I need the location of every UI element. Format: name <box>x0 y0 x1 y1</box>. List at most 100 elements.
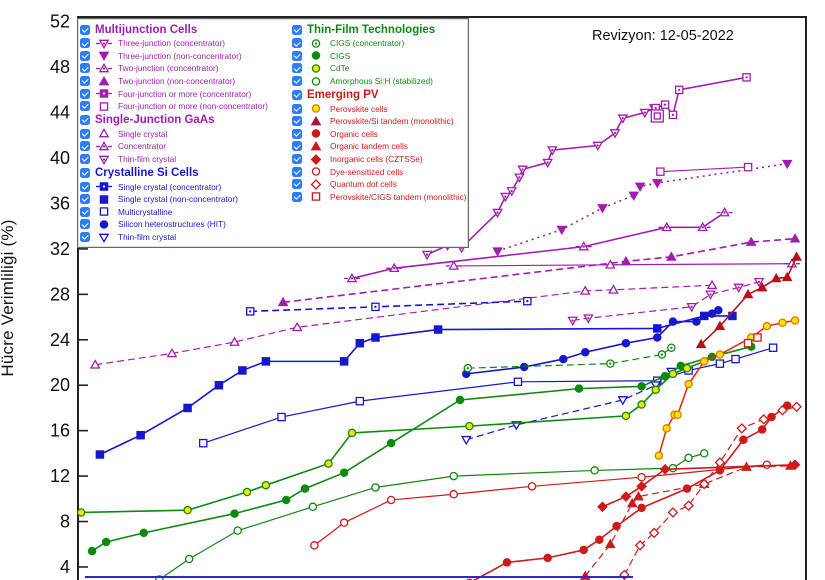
series-perovskite-cigs-tandem <box>743 333 762 348</box>
y-axis-title: Hücre Verimliliği (%) <box>0 219 17 377</box>
series-checkbox[interactable] <box>80 194 90 205</box>
legend-section-title: Thin-Film Technologies <box>307 23 436 36</box>
y-tick-label: 24 <box>50 330 70 350</box>
four-junction-or-more-concentrator--marker-icon <box>96 89 112 98</box>
cigs-marker-icon <box>311 51 321 61</box>
concentrator-marker-icon <box>96 140 112 151</box>
legend-item-label: Four-junction or more (concentrator) <box>118 88 252 99</box>
legend-item: Dye-sensitized cells <box>292 165 464 178</box>
thin-film-crystal-marker-icon <box>98 155 110 165</box>
two-junction-concentrator--marker-icon <box>96 62 112 73</box>
series-checkbox[interactable] <box>292 76 302 87</box>
series-checkbox[interactable] <box>80 101 90 112</box>
series-cigs-concentrator <box>463 343 676 373</box>
section-checkbox[interactable] <box>80 167 90 178</box>
legend-item-label: Three-junction (non-concentrator) <box>118 50 242 61</box>
legend-item: Perovskite/Si tandem (monolithic) <box>292 115 464 128</box>
legend-box: Multijunction Cells Three-junction (conce… <box>77 18 469 249</box>
y-tick-label: 40 <box>50 148 70 168</box>
revision-label: Revizyon: 12-05-2022 <box>592 28 734 44</box>
legend-item: CIGS (concentrator) <box>292 37 464 50</box>
series-two-junction-concentrator <box>343 207 733 283</box>
series-checkbox[interactable] <box>80 219 90 230</box>
section-checkbox[interactable] <box>292 89 302 100</box>
legend-item-label: Concentrator <box>118 141 166 152</box>
series-checkbox[interactable] <box>292 191 302 202</box>
legend-item: Organic cells <box>292 128 464 141</box>
multicrystalline-marker-icon <box>99 207 109 217</box>
y-tick-label: 12 <box>50 466 70 486</box>
section-checkbox[interactable] <box>292 24 302 35</box>
series-checkbox[interactable] <box>80 38 90 49</box>
legend-item-label: Four-junction or more (non-concentrator) <box>118 101 268 112</box>
perovskite-cells-marker-icon <box>311 104 321 113</box>
series-checkbox[interactable] <box>292 103 302 114</box>
bottom-partial-line <box>85 576 633 578</box>
series-inorganic-czts <box>597 459 801 513</box>
legend-item: Four-junction or more (concentrator) <box>80 87 292 100</box>
series-checkbox[interactable] <box>292 116 302 127</box>
legend-item-label: Thin-film crystal <box>118 154 177 165</box>
legend-item-label: Single crystal (concentrator) <box>118 181 222 192</box>
legend-item-label: Perovskite cells <box>330 103 388 114</box>
legend-item-label: Silicon heterostructures (HIT) <box>118 219 226 230</box>
series-checkbox[interactable] <box>80 76 90 87</box>
series-checkbox[interactable] <box>292 38 302 49</box>
series-four-junction-record-marker <box>650 109 664 123</box>
series-checkbox[interactable] <box>80 50 90 61</box>
legend-section-header: Multijunction Cells <box>80 22 292 37</box>
series-perovskite <box>654 316 800 460</box>
series-checkbox[interactable] <box>80 232 90 243</box>
series-cigs <box>87 342 756 556</box>
series-checkbox[interactable] <box>80 141 90 152</box>
legend-item: Quantum dot cells <box>292 178 464 191</box>
series-si-multicrystalline <box>198 343 778 448</box>
legend-item: Multicrystalline <box>80 206 292 219</box>
legend-item-label: Dye-sensitized cells <box>330 166 404 177</box>
y-tick-label: 32 <box>50 239 70 259</box>
section-checkbox[interactable] <box>80 115 90 126</box>
legend-section-title: Crystalline Si Cells <box>95 166 199 179</box>
series-checkbox[interactable] <box>292 179 302 190</box>
series-checkbox[interactable] <box>80 88 90 99</box>
single-crystal-marker-icon <box>98 128 110 138</box>
legend-item: CIGS <box>292 50 464 63</box>
series-checkbox[interactable] <box>292 141 302 152</box>
legend-item-label: CIGS <box>330 50 351 61</box>
series-checkbox[interactable] <box>292 128 302 139</box>
series-checkbox[interactable] <box>80 181 90 192</box>
series-checkbox[interactable] <box>80 63 90 74</box>
series-checkbox[interactable] <box>292 154 302 165</box>
series-si-heterostructures-hit <box>462 305 723 379</box>
series-checkbox[interactable] <box>292 63 302 74</box>
dye-sensitized-cells-marker-icon <box>311 167 321 176</box>
series-perovskite-si-tandem <box>695 251 802 349</box>
organic-cells-marker-icon <box>311 129 321 139</box>
three-junction-non-concentrator--marker-icon <box>98 52 110 62</box>
legend-item-label: Quantum dot cells <box>330 179 397 190</box>
quantum-dot-cells-marker-icon <box>310 178 322 190</box>
series-checkbox[interactable] <box>80 128 90 139</box>
series-checkbox[interactable] <box>292 166 302 177</box>
four-junction-or-more-non-concentrator--marker-icon <box>99 102 109 111</box>
series-organic <box>466 401 792 580</box>
legend-item-label: Thin-film crystal <box>118 232 177 243</box>
series-four-junction-non-concentrator <box>656 162 753 176</box>
single-crystal-non-concentrator--marker-icon <box>99 194 109 204</box>
series-checkbox[interactable] <box>80 154 90 165</box>
series-checkbox[interactable] <box>80 206 90 217</box>
legend-item: Thin-film crystal <box>80 231 292 244</box>
legend-item: Two-junction (non-concentrator) <box>80 75 292 88</box>
perovskite-si-tandem-monolithic--marker-icon <box>310 115 322 126</box>
legend-item-label: Amorphous Si:H (stabilized) <box>330 76 433 87</box>
legend-section-header: Crystalline Si Cells <box>80 165 292 180</box>
legend-item-label: Two-junction (non-concentrator) <box>118 76 236 87</box>
series-checkbox[interactable] <box>292 50 302 61</box>
two-junction-non-concentrator--marker-icon <box>98 75 110 85</box>
y-tick-label: 44 <box>50 103 70 123</box>
legend-item: Concentrator <box>80 140 292 153</box>
legend-item-label: Inorganic cells (CZTSSe) <box>330 154 423 165</box>
section-checkbox[interactable] <box>80 24 90 35</box>
y-tick-label: 16 <box>50 421 70 441</box>
